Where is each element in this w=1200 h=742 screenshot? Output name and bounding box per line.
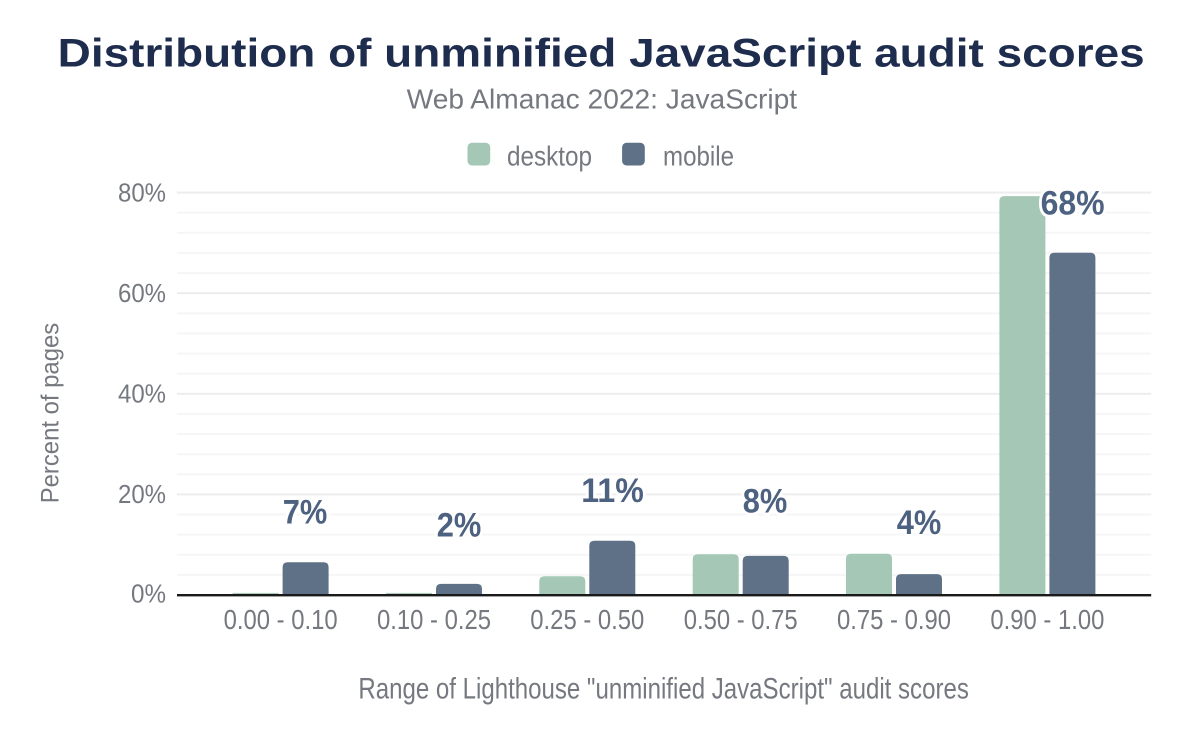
svg-text:Range of Lighthouse "unminifie: Range of Lighthouse "unminified JavaScri… — [358, 673, 969, 706]
svg-text:11%: 11% — [581, 472, 644, 510]
svg-text:desktop: desktop — [507, 141, 592, 172]
svg-text:0.00 - 0.10: 0.00 - 0.10 — [224, 604, 338, 635]
svg-text:Distribution of unminified Jav: Distribution of unminified JavaScript au… — [58, 31, 1145, 75]
svg-text:0.75 - 0.90: 0.75 - 0.90 — [837, 604, 951, 635]
svg-text:68%: 68% — [1041, 185, 1105, 223]
svg-text:mobile: mobile — [663, 141, 734, 172]
svg-text:Percent of pages: Percent of pages — [37, 323, 65, 504]
svg-text:80%: 80% — [118, 177, 166, 207]
svg-text:0.10 - 0.25: 0.10 - 0.25 — [377, 604, 491, 635]
svg-text:40%: 40% — [118, 379, 166, 409]
svg-text:0%: 0% — [131, 578, 166, 608]
svg-text:0.25 - 0.50: 0.25 - 0.50 — [530, 604, 644, 635]
svg-text:0.50 - 0.75: 0.50 - 0.75 — [684, 604, 798, 635]
svg-text:Web Almanac 2022: JavaScript: Web Almanac 2022: JavaScript — [407, 84, 798, 115]
svg-text:7%: 7% — [283, 493, 328, 531]
svg-text:2%: 2% — [437, 506, 482, 544]
svg-text:0.90 - 1.00: 0.90 - 1.00 — [990, 604, 1104, 635]
svg-text:60%: 60% — [118, 278, 166, 308]
svg-text:8%: 8% — [743, 483, 788, 521]
svg-text:4%: 4% — [897, 504, 942, 542]
svg-text:20%: 20% — [118, 479, 166, 509]
